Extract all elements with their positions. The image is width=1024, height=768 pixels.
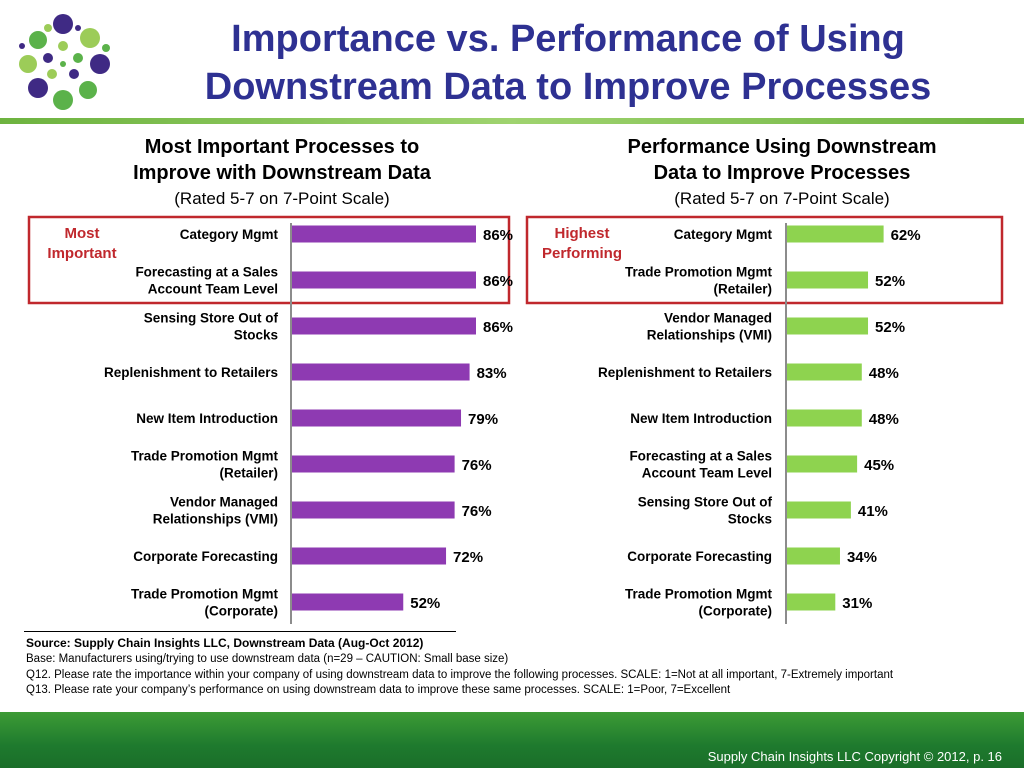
importance-chart-subtitle: (Rated 5-7 on 7-Point Scale) (174, 189, 389, 208)
performance-category-label: (Retailer) (713, 282, 772, 297)
base-note: Base: Manufacturers using/trying to use … (26, 653, 509, 665)
performance-bar (787, 547, 840, 565)
performance-category-label: Relationships (VMI) (647, 328, 772, 343)
performance-value-label: 31% (842, 595, 872, 612)
performance-category-label: Trade Promotion Mgmt (625, 587, 773, 602)
importance-category-label: Category Mgmt (180, 227, 279, 242)
importance-chart-title: Most Important Processes to (145, 136, 420, 158)
performance-bar (787, 501, 851, 519)
performance-bar (787, 363, 862, 381)
importance-category-label: (Retailer) (219, 466, 278, 481)
performance-bar (787, 225, 884, 243)
copyright-text: Supply Chain Insights LLC Copyright © 20… (707, 749, 1002, 764)
importance-highlight-label: Most (65, 225, 100, 242)
importance-bar (292, 501, 455, 519)
importance-value-label: 52% (410, 595, 440, 612)
performance-category-label: Forecasting at a Sales (629, 449, 772, 464)
importance-category-label: Sensing Store Out of (144, 311, 279, 326)
importance-category-label: Trade Promotion Mgmt (131, 449, 279, 464)
performance-value-label: 62% (891, 227, 921, 244)
performance-category-label: Stocks (728, 512, 772, 527)
performance-category-label: Trade Promotion Mgmt (625, 265, 773, 280)
performance-category-label: Category Mgmt (674, 227, 773, 242)
importance-bar (292, 547, 447, 565)
title-divider-bar (0, 118, 1024, 124)
importance-highlight-box (27, 215, 511, 305)
performance-value-label: 45% (864, 457, 894, 474)
importance-value-label: 76% (462, 457, 492, 474)
importance-value-label: 86% (483, 273, 513, 290)
q12-note: Q12. Please rate the importance within y… (26, 669, 894, 681)
performance-bar (787, 271, 869, 289)
importance-bar (292, 317, 476, 335)
importance-category-label: Forecasting at a Sales (135, 265, 278, 280)
importance-category-label: (Corporate) (205, 604, 279, 619)
performance-chart-subtitle: (Rated 5-7 on 7-Point Scale) (674, 189, 889, 208)
performance-category-label: Vendor Managed (664, 311, 772, 326)
importance-highlight-label: Important (47, 245, 116, 262)
company-logo (19, 14, 110, 110)
source-divider (24, 631, 456, 632)
performance-value-label: 52% (875, 319, 905, 336)
performance-category-label: Sensing Store Out of (638, 495, 773, 510)
performance-bar (787, 593, 836, 611)
importance-value-label: 86% (483, 319, 513, 336)
performance-bar (787, 455, 858, 473)
importance-bar (292, 225, 476, 243)
performance-value-label: 34% (847, 549, 877, 566)
importance-bar (292, 593, 404, 611)
slide-title-line-1: Importance vs. Performance of Using (231, 18, 905, 60)
performance-bar (787, 409, 862, 427)
performance-highlight-label: Performing (542, 245, 622, 262)
performance-category-label: New Item Introduction (630, 411, 772, 426)
source-note: Source: Supply Chain Insights LLC, Downs… (26, 636, 424, 650)
performance-bar (787, 317, 869, 335)
bar-charts-panel: Most Important Processes to Improve with … (27, 136, 1004, 624)
importance-category-label: Relationships (VMI) (153, 512, 278, 527)
importance-value-label: 72% (453, 549, 483, 566)
importance-category-label: Trade Promotion Mgmt (131, 587, 279, 602)
q13-note: Q13. Please rate your company’s performa… (26, 684, 731, 696)
importance-category-label: Stocks (234, 328, 278, 343)
performance-value-label: 48% (869, 365, 899, 382)
performance-highlight-label: Highest (554, 225, 609, 242)
importance-value-label: 86% (483, 227, 513, 244)
importance-bar (292, 409, 462, 427)
importance-value-label: 76% (462, 503, 492, 520)
performance-value-label: 48% (869, 411, 899, 428)
importance-value-label: 83% (477, 365, 507, 382)
importance-bar (292, 455, 455, 473)
footer-bar: Supply Chain Insights LLC Copyright © 20… (0, 712, 1024, 768)
performance-category-label: (Corporate) (699, 604, 773, 619)
performance-category-label: Corporate Forecasting (627, 549, 772, 564)
importance-bar (292, 363, 470, 381)
importance-bar (292, 271, 476, 289)
performance-category-label: Replenishment to Retailers (598, 365, 772, 380)
performance-value-label: 52% (875, 273, 905, 290)
importance-chart-title: Improve with Downstream Data (133, 162, 432, 184)
performance-category-label: Account Team Level (642, 466, 772, 481)
performance-value-label: 41% (858, 503, 888, 520)
slide-title-line-2: Downstream Data to Improve Processes (204, 66, 932, 108)
importance-category-label: New Item Introduction (136, 411, 278, 426)
importance-category-label: Corporate Forecasting (133, 549, 278, 564)
performance-highlight-box (525, 215, 1004, 305)
importance-category-label: Account Team Level (148, 282, 278, 297)
performance-chart-title: Performance Using Downstream (628, 136, 937, 158)
importance-value-label: 79% (468, 411, 498, 428)
importance-category-label: Replenishment to Retailers (104, 365, 278, 380)
importance-category-label: Vendor Managed (170, 495, 278, 510)
performance-chart-title: Data to Improve Processes (654, 162, 911, 184)
